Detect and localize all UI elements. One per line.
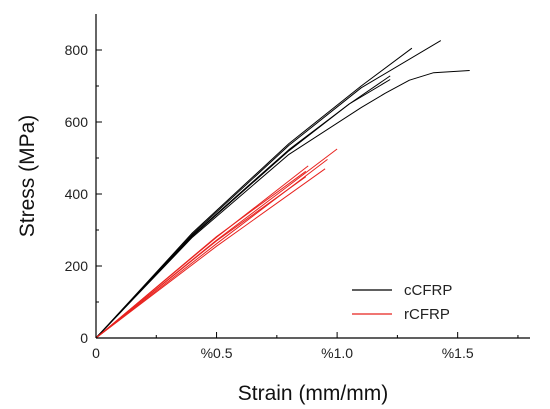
legend-label-rcfrp: rCFRP <box>404 306 450 323</box>
series-line-rcfrp-10 <box>95 165 309 339</box>
y-ticks: 0 200 400 600 800 <box>65 42 102 346</box>
x-tick-label: %1.5 <box>442 345 474 361</box>
x-tick-label: 0 <box>92 345 100 361</box>
y-tick-label: 200 <box>65 258 89 274</box>
x-tick-label: %1.0 <box>321 345 353 361</box>
series-layer <box>95 40 470 339</box>
series-line-ccfrp-2 <box>95 75 391 339</box>
y-axis-title: Stress (MPa) <box>16 115 39 238</box>
series-line-ccfrp-4 <box>95 70 470 339</box>
x-axis-title: Strain (mm/mm) <box>238 382 389 405</box>
y-tick-label: 400 <box>65 186 89 202</box>
y-tick-label: 0 <box>80 330 88 346</box>
legend: cCFRP rCFRP <box>352 282 452 323</box>
y-tick-label: 600 <box>65 114 89 130</box>
series-line-ccfrp-0 <box>95 47 413 339</box>
series-line-ccfrp-1 <box>95 40 442 339</box>
x-tick-label: %0.5 <box>201 345 233 361</box>
series-line-rcfrp-8 <box>95 159 328 339</box>
series-line-ccfrp-3 <box>95 79 391 339</box>
legend-label-ccfrp: cCFRP <box>404 282 452 299</box>
axes-frame <box>95 14 530 339</box>
series-line-rcfrp-9 <box>95 148 338 339</box>
y-tick-label: 800 <box>65 42 89 58</box>
x-ticks: 0 %0.5 %1.0 %1.5 <box>92 332 519 361</box>
series-line-rcfrp-7 <box>95 168 326 339</box>
